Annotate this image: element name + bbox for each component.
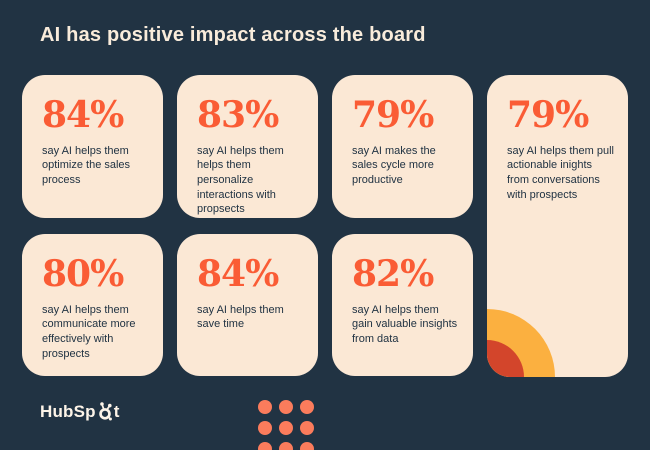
stat-caption: say AI helps them optimize the sales pro…	[42, 144, 131, 187]
stat-caption: say AI helps them save time	[197, 303, 284, 331]
stat-value: 80%	[42, 253, 124, 295]
dot	[258, 442, 272, 450]
dot	[279, 442, 293, 450]
stat-card-communicate-effectively: 80% say AI helps them communicate more e…	[22, 234, 163, 376]
stat-card-save-time: 84% say AI helps them save time	[177, 234, 318, 376]
stat-caption: say AI helps them helps them personalize…	[197, 144, 284, 216]
stat-value: 84%	[197, 253, 279, 295]
page-title: AI has positive impact across the board	[40, 24, 426, 46]
stat-caption: say AI helps them pull actionable inight…	[507, 144, 615, 201]
stat-caption: say AI helps them communicate more effec…	[42, 303, 136, 360]
stat-card-sales-cycle: 79% say AI makes the sales cycle more pr…	[332, 75, 473, 218]
dot	[258, 421, 272, 435]
dot	[300, 442, 314, 450]
dot	[279, 400, 293, 414]
dot	[279, 421, 293, 435]
stat-card-personalize-interactions: 83% say AI helps them helps them persona…	[177, 75, 318, 218]
stat-caption: say AI helps them gain valuable insights…	[352, 303, 458, 346]
hubspot-logo-text-right: t	[113, 401, 120, 421]
stat-value: 83%	[197, 94, 279, 136]
stat-value: 84%	[42, 94, 124, 136]
dot	[300, 421, 314, 435]
dot-grid-decoration	[258, 400, 314, 450]
stat-card-valuable-insights: 82% say AI helps them gain valuable insi…	[332, 234, 473, 376]
dot	[258, 400, 272, 414]
stat-value: 82%	[352, 253, 434, 295]
stat-value: 79%	[352, 94, 434, 136]
stat-card-actionable-insights: 79% say AI helps them pull actionable in…	[487, 75, 628, 377]
hubspot-sprocket-icon	[99, 402, 112, 421]
hubspot-logo-text-left: HubSp	[40, 401, 96, 421]
stat-value: 79%	[507, 94, 589, 136]
stat-caption: say AI makes the sales cycle more produc…	[352, 144, 436, 187]
hubspot-logo: HubSp t	[40, 401, 120, 422]
dot	[300, 400, 314, 414]
stat-card-optimize-sales: 84% say AI helps them optimize the sales…	[22, 75, 163, 218]
